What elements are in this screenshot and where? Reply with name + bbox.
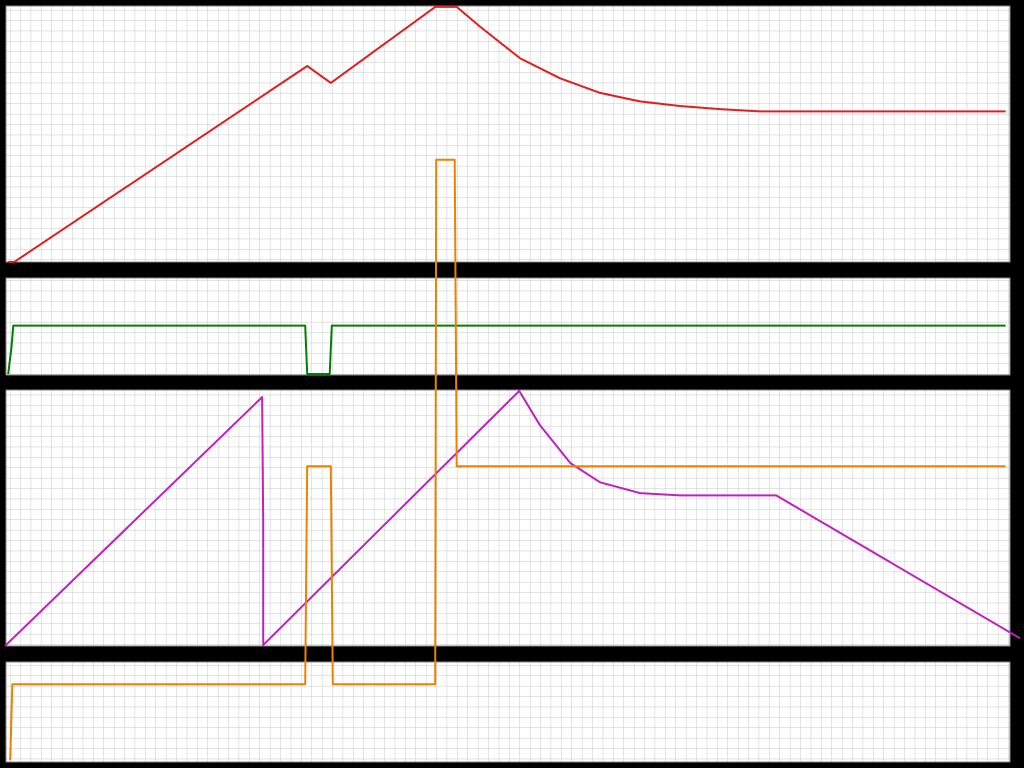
trace (9, 158, 1006, 761)
panel (5, 661, 1011, 763)
trace (8, 5, 1006, 263)
panel (5, 5, 1011, 263)
trace (7, 324, 1006, 375)
panel (5, 389, 1011, 647)
trace (4, 389, 1021, 647)
